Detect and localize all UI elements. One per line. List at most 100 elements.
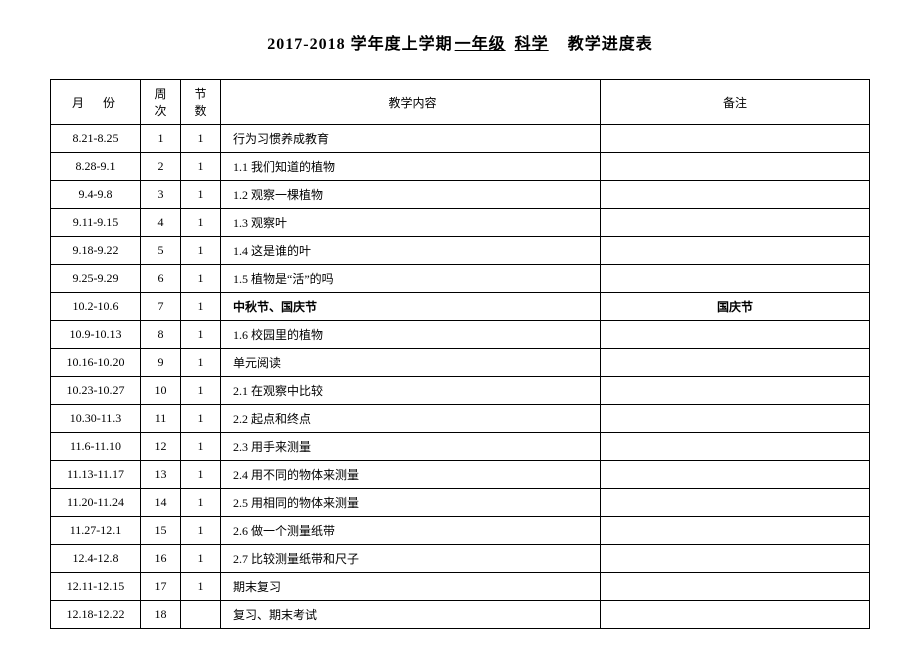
table-row: 10.30-11.31112.2 起点和终点 (51, 405, 870, 433)
cell-note (601, 349, 870, 377)
table-row: 9.18-9.22511.4 这是谁的叶 (51, 237, 870, 265)
cell-week: 16 (141, 545, 181, 573)
cell-periods: 1 (181, 461, 221, 489)
cell-content: 1.4 这是谁的叶 (221, 237, 601, 265)
cell-week: 4 (141, 209, 181, 237)
cell-month: 9.11-9.15 (51, 209, 141, 237)
header-month: 月 份 (51, 80, 141, 125)
cell-content: 中秋节、国庆节 (221, 293, 601, 321)
cell-content: 2.7 比较测量纸带和尺子 (221, 545, 601, 573)
cell-note (601, 153, 870, 181)
cell-periods: 1 (181, 321, 221, 349)
table-header-row: 月 份 周次 节数 教学内容 备注 (51, 80, 870, 125)
cell-week: 5 (141, 237, 181, 265)
cell-periods: 1 (181, 433, 221, 461)
cell-content: 1.1 我们知道的植物 (221, 153, 601, 181)
title-grade: 一年级 (453, 36, 508, 53)
cell-content: 2.1 在观察中比较 (221, 377, 601, 405)
cell-month: 10.16-10.20 (51, 349, 141, 377)
cell-periods: 1 (181, 545, 221, 573)
table-row: 11.6-11.101212.3 用手来测量 (51, 433, 870, 461)
table-row: 8.21-8.2511行为习惯养成教育 (51, 125, 870, 153)
cell-content: 1.5 植物是“活”的吗 (221, 265, 601, 293)
cell-periods (181, 601, 221, 629)
cell-note (601, 433, 870, 461)
cell-week: 13 (141, 461, 181, 489)
cell-periods: 1 (181, 489, 221, 517)
cell-month: 10.23-10.27 (51, 377, 141, 405)
table-row: 10.2-10.671中秋节、国庆节国庆节 (51, 293, 870, 321)
cell-week: 3 (141, 181, 181, 209)
table-row: 12.11-12.15171期末复习 (51, 573, 870, 601)
table-body: 8.21-8.2511行为习惯养成教育8.28-9.1211.1 我们知道的植物… (51, 125, 870, 629)
title-suffix: 教学进度表 (568, 36, 653, 53)
cell-week: 6 (141, 265, 181, 293)
table-row: 10.16-10.2091单元阅读 (51, 349, 870, 377)
cell-week: 2 (141, 153, 181, 181)
cell-note (601, 237, 870, 265)
cell-note (601, 601, 870, 629)
cell-week: 18 (141, 601, 181, 629)
cell-content: 期末复习 (221, 573, 601, 601)
title-subject: 科学 (513, 36, 551, 53)
cell-content: 2.2 起点和终点 (221, 405, 601, 433)
cell-periods: 1 (181, 153, 221, 181)
table-row: 10.23-10.271012.1 在观察中比较 (51, 377, 870, 405)
cell-periods: 1 (181, 237, 221, 265)
cell-month: 9.4-9.8 (51, 181, 141, 209)
cell-note (601, 265, 870, 293)
cell-periods: 1 (181, 181, 221, 209)
cell-month: 11.13-11.17 (51, 461, 141, 489)
cell-note (601, 573, 870, 601)
header-periods: 节数 (181, 80, 221, 125)
table-row: 11.27-12.11512.6 做一个测量纸带 (51, 517, 870, 545)
cell-month: 10.2-10.6 (51, 293, 141, 321)
cell-month: 11.27-12.1 (51, 517, 141, 545)
cell-week: 11 (141, 405, 181, 433)
cell-note: 国庆节 (601, 293, 870, 321)
table-row: 11.13-11.171312.4 用不同的物体来测量 (51, 461, 870, 489)
cell-periods: 1 (181, 265, 221, 293)
cell-month: 9.25-9.29 (51, 265, 141, 293)
cell-periods: 1 (181, 209, 221, 237)
cell-note (601, 545, 870, 573)
cell-note (601, 181, 870, 209)
table-row: 8.28-9.1211.1 我们知道的植物 (51, 153, 870, 181)
cell-week: 8 (141, 321, 181, 349)
cell-note (601, 209, 870, 237)
cell-content: 1.6 校园里的植物 (221, 321, 601, 349)
cell-week: 7 (141, 293, 181, 321)
cell-note (601, 517, 870, 545)
cell-content: 2.3 用手来测量 (221, 433, 601, 461)
cell-content: 单元阅读 (221, 349, 601, 377)
cell-week: 15 (141, 517, 181, 545)
cell-month: 12.11-12.15 (51, 573, 141, 601)
cell-week: 14 (141, 489, 181, 517)
table-row: 9.11-9.15411.3 观察叶 (51, 209, 870, 237)
table-row: 12.18-12.2218 复习、期末考试 (51, 601, 870, 629)
cell-month: 12.18-12.22 (51, 601, 141, 629)
cell-content: 2.5 用相同的物体来测量 (221, 489, 601, 517)
cell-periods: 1 (181, 349, 221, 377)
cell-content: 2.6 做一个测量纸带 (221, 517, 601, 545)
cell-month: 8.21-8.25 (51, 125, 141, 153)
cell-content: 1.2 观察一棵植物 (221, 181, 601, 209)
page-title: 2017-2018 学年度上学期一年级 科学 教学进度表 (50, 30, 870, 54)
cell-month: 11.6-11.10 (51, 433, 141, 461)
cell-note (601, 489, 870, 517)
cell-month: 8.28-9.1 (51, 153, 141, 181)
cell-periods: 1 (181, 517, 221, 545)
cell-note (601, 461, 870, 489)
cell-week: 10 (141, 377, 181, 405)
cell-periods: 1 (181, 405, 221, 433)
cell-content: 行为习惯养成教育 (221, 125, 601, 153)
table-row: 9.25-9.29611.5 植物是“活”的吗 (51, 265, 870, 293)
cell-periods: 1 (181, 573, 221, 601)
cell-month: 10.9-10.13 (51, 321, 141, 349)
cell-content: 复习、期末考试 (221, 601, 601, 629)
title-prefix: 2017-2018 学年度上学期 (267, 36, 452, 53)
cell-note (601, 377, 870, 405)
table-row: 10.9-10.13811.6 校园里的植物 (51, 321, 870, 349)
cell-note (601, 405, 870, 433)
header-week: 周次 (141, 80, 181, 125)
